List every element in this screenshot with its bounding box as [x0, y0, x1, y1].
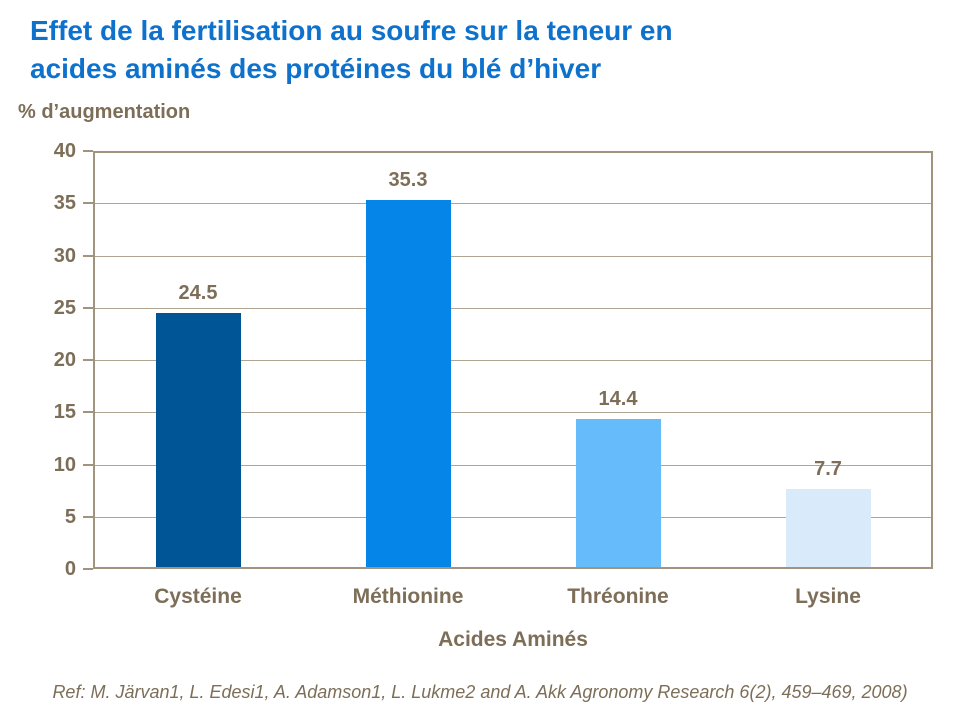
- x-category-label: Thréonine: [567, 585, 669, 608]
- plot-area: [93, 151, 933, 569]
- y-tick-mark: [83, 516, 93, 518]
- y-tick-mark: [83, 359, 93, 361]
- bar-value-label: 24.5: [178, 282, 218, 304]
- y-tick-label: 20: [53, 349, 76, 371]
- y-tick-label: 35: [53, 192, 76, 214]
- gridline: [93, 308, 933, 309]
- bar: [786, 489, 871, 569]
- y-tick-label: 0: [64, 558, 76, 580]
- bar-value-label: 14.4: [598, 388, 638, 410]
- y-axis-title: % d’augmentation: [18, 101, 191, 123]
- gridline: [93, 360, 933, 361]
- bar: [576, 419, 661, 569]
- y-tick-label: 15: [53, 401, 76, 423]
- y-tick-label: 5: [64, 506, 76, 528]
- y-tick-mark: [83, 255, 93, 257]
- y-tick-mark: [83, 411, 93, 413]
- reference-citation: Ref: M. Järvan1, L. Edesi1, A. Adamson1,…: [52, 682, 908, 702]
- bar: [366, 200, 451, 569]
- bar-value-label: 35.3: [388, 169, 428, 191]
- x-axis-title: Acides Aminés: [438, 628, 588, 651]
- y-tick-mark: [83, 464, 93, 466]
- gridline: [93, 256, 933, 257]
- gridline: [93, 517, 933, 518]
- y-tick-mark: [83, 150, 93, 152]
- chart-title-line-2: acides aminés des protéines du blé d’hiv…: [30, 53, 602, 84]
- chart-title-line-1: Effet de la fertilisation au soufre sur …: [30, 15, 673, 46]
- bar-value-label: 7.7: [814, 458, 842, 480]
- y-tick-label: 25: [53, 297, 76, 319]
- gridline: [93, 465, 933, 466]
- y-tick-label: 10: [53, 454, 76, 476]
- y-tick-label: 30: [53, 245, 76, 267]
- x-category-label: Lysine: [795, 585, 861, 608]
- bar: [156, 313, 241, 569]
- chart-title: Effet de la fertilisation au soufre sur …: [30, 12, 830, 88]
- x-category-label: Cystéine: [154, 585, 242, 608]
- y-tick-label: 40: [53, 140, 76, 162]
- y-tick-mark: [83, 307, 93, 309]
- y-tick-mark: [83, 202, 93, 204]
- y-tick-mark: [83, 568, 93, 570]
- gridline: [93, 412, 933, 413]
- x-category-label: Méthionine: [352, 585, 464, 608]
- gridline: [93, 203, 933, 204]
